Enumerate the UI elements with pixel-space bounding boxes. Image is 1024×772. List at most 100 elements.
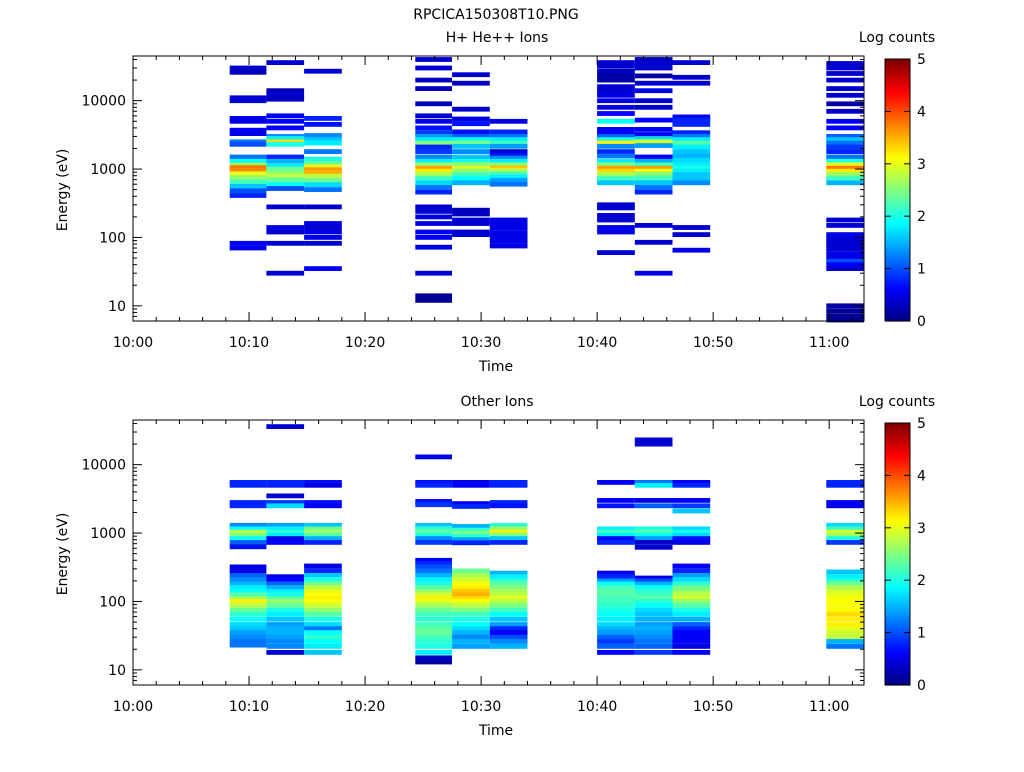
colorbar-segment [885, 676, 910, 680]
colorbar-segment [885, 279, 910, 283]
heatmap-cell [266, 526, 305, 532]
heatmap-cell [826, 303, 864, 309]
heatmap-cell [597, 611, 635, 617]
colorbar-tick-label-2: 2 [917, 573, 926, 589]
colorbar-segment [885, 580, 910, 583]
heatmap-cell [826, 162, 864, 168]
colorbar-segment [885, 444, 910, 448]
colorbar-segment [885, 292, 910, 296]
colorbar-segment [885, 222, 910, 226]
colorbar-segment [885, 647, 910, 651]
heatmap-cell [304, 161, 342, 166]
heatmap-cell [415, 125, 452, 131]
colorbar-segment [885, 181, 910, 185]
colorbar-segment [885, 595, 910, 599]
colorbar-segment [885, 98, 910, 102]
x-tick-label-10-30: 10:30 [461, 699, 501, 715]
heatmap-cell [597, 217, 635, 223]
colorbar-segment [885, 558, 910, 562]
colorbar-segment [885, 628, 910, 632]
heatmap-cell [304, 616, 342, 622]
heatmap-cell [452, 143, 490, 149]
panel-title-h-he: H+ He++ Ions [446, 30, 549, 46]
colorbar-segment [885, 198, 910, 202]
heatmap-cell [826, 630, 864, 635]
colorbar-tick-label-2: 2 [917, 209, 926, 225]
heatmap-cell [229, 139, 267, 145]
colorbar-segment [885, 473, 910, 476]
heatmap-cell [266, 204, 305, 210]
x-tick-label-10-10: 10:10 [229, 699, 269, 715]
heatmap-cell [826, 607, 864, 613]
heatmap-cell [826, 634, 864, 640]
colorbar-segment [885, 161, 910, 165]
heatmap-cell [672, 176, 711, 181]
colorbar-segment [885, 543, 910, 546]
heatmap-cell [489, 152, 528, 158]
heatmap-cell [489, 596, 528, 601]
heatmap-cell [597, 73, 635, 79]
heatmap-cell [304, 229, 342, 235]
heatmap-cell [266, 602, 305, 608]
x-tick-label-10-40: 10:40 [577, 335, 617, 351]
heatmap-cell [634, 136, 673, 141]
colorbar-segment [885, 429, 910, 433]
colorbar-segment [885, 231, 910, 235]
colorbar-segment [885, 307, 910, 311]
heatmap-cell [229, 599, 267, 604]
heatmap-cell [826, 578, 864, 584]
heatmap-cell [597, 84, 635, 90]
colorbar-segment [885, 643, 910, 647]
colorbar-segment [885, 229, 910, 233]
heatmap-cell [304, 480, 342, 485]
y-tick-label-1000: 1000 [90, 162, 126, 178]
heatmap-cell [489, 230, 528, 236]
colorbar-segment [885, 146, 910, 150]
heatmap-cell [266, 480, 305, 485]
heatmap-cell [489, 137, 528, 142]
colorbar-segment [885, 176, 910, 180]
heatmap-cell [304, 639, 342, 644]
heatmap-cell [672, 563, 711, 569]
heatmap-cell [634, 578, 673, 584]
heatmap-cell [634, 441, 673, 447]
heatmap-cell [304, 573, 342, 578]
heatmap-cell [634, 61, 673, 66]
heatmap-cell [452, 229, 490, 235]
colorbar-segment [885, 102, 910, 106]
colorbar-segment [885, 196, 910, 200]
heatmap-cell [415, 589, 452, 594]
heatmap-cell [229, 65, 267, 71]
panel-h-he-ions: H+ He++ Ions Energy (eV) 10100100010000 … [55, 30, 935, 375]
heatmap-cell [229, 607, 267, 613]
heatmap-cell [415, 532, 452, 538]
plot-area-h-he [229, 57, 864, 323]
heatmap-cell [489, 217, 528, 223]
heatmap-cell [597, 111, 635, 116]
heatmap-cell [415, 599, 452, 604]
heatmap-cell [826, 500, 864, 505]
heatmap-cell [452, 602, 490, 608]
heatmap-cell [452, 140, 490, 146]
x-tick-label-10-20: 10:20 [345, 699, 385, 715]
colorbar-segment [885, 294, 910, 298]
colorbar-segment [885, 131, 910, 134]
heatmap-cell [304, 167, 342, 173]
heatmap-cell [304, 178, 342, 183]
heatmap-cell [452, 533, 490, 539]
heatmap-cell [229, 503, 267, 509]
colorbar-segment [885, 255, 910, 259]
heatmap-cell [672, 616, 711, 622]
heatmap-cell [266, 181, 305, 187]
colorbar-segment [885, 632, 910, 636]
heatmap-cell [266, 522, 305, 528]
colorbar-segment [885, 499, 910, 503]
colorbar-segment [885, 272, 910, 276]
heatmap-cell [452, 589, 490, 594]
xlabel-other: Time [478, 723, 513, 739]
heatmap-cell [304, 581, 342, 587]
colorbar-segment [885, 612, 910, 616]
heatmap-cell [452, 585, 490, 590]
colorbar-frame [884, 58, 911, 322]
colorbar-segment [885, 523, 910, 527]
